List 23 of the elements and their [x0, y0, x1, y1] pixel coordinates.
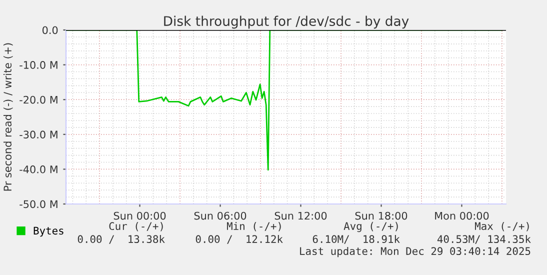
x-tick-label: Sun 00:00 — [114, 212, 166, 220]
text: 6.10M/ 18.91k — [312, 234, 400, 244]
text: Max (-/+) — [474, 222, 529, 232]
text: Avg (-/+) — [344, 222, 398, 232]
text: 40.53M/ 134.35k — [437, 234, 531, 244]
text: Min (-/+) — [226, 222, 281, 232]
x-tick-label: Sun 06:00 — [194, 212, 246, 220]
text: 0.00 / 12.12k — [196, 234, 283, 244]
y-tick-label: -40.0 M — [20, 165, 58, 174]
y-tick-label: -20.0 M — [20, 96, 58, 104]
chart-title: Disk throughput for /dev/sdc - by day — [164, 16, 409, 29]
y-tick-label: -10.0 M — [20, 61, 58, 69]
y-tick-label: 0.0 — [42, 26, 58, 34]
text: 0.00 / 13.38k — [78, 234, 165, 244]
x-tick-label: Mon 00:00 — [435, 212, 489, 220]
text: Last update: Mon Dec 29 03:40:14 2025 — [300, 246, 530, 258]
y-axis-title: Pr second read (-) / write (+) — [3, 43, 13, 191]
legend-label: Bytes — [34, 226, 64, 237]
y-tick-label: -50.0 M — [20, 200, 58, 208]
x-tick-label: Sun 18:00 — [355, 212, 408, 220]
y-tick-label: -30.0 M — [20, 130, 58, 139]
x-tick-label: Sun 12:00 — [274, 212, 327, 220]
text: Cur (-/+) — [109, 222, 163, 232]
